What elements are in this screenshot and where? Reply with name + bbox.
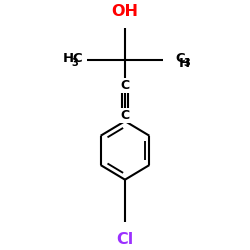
Text: C: C (120, 79, 130, 92)
Text: H: H (179, 57, 190, 70)
Text: C: C (120, 108, 130, 122)
Text: H: H (62, 52, 74, 66)
Text: 3: 3 (72, 58, 78, 68)
Text: Cl: Cl (116, 232, 134, 247)
Text: C: C (72, 52, 82, 66)
Text: C: C (175, 52, 185, 66)
Text: OH: OH (112, 4, 138, 18)
Text: 3: 3 (184, 58, 190, 68)
